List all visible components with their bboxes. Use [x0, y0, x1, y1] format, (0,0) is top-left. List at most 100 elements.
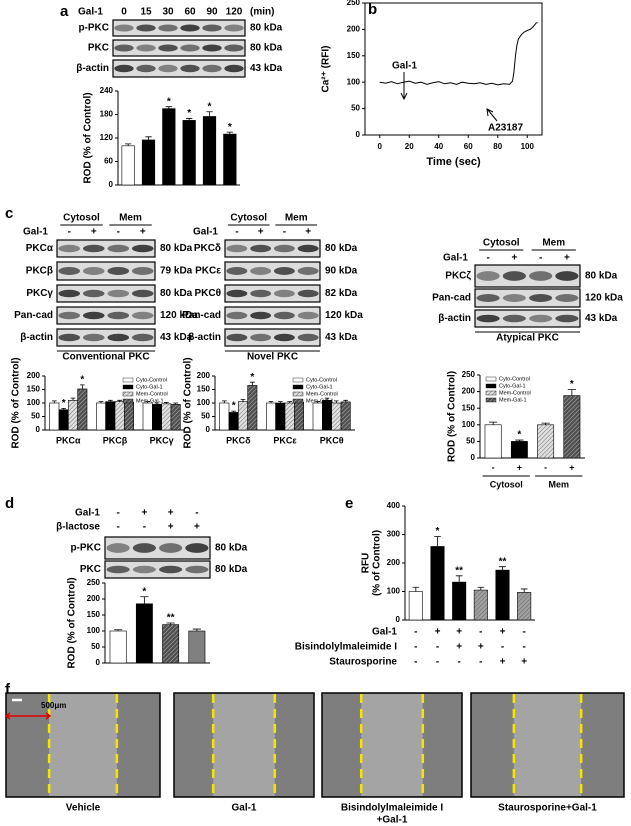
legend-label: Cyto-Gal-1: [306, 384, 333, 390]
wound-gap: [49, 694, 117, 796]
blot-size: 80 kDa: [250, 23, 283, 34]
lane-label: +: [511, 253, 517, 264]
blot-band: [226, 267, 248, 275]
blot-band: [131, 333, 154, 342]
blot-label: p-PKC: [78, 23, 109, 34]
blot-strip: [224, 328, 321, 347]
legend-label: Mem-Control: [136, 391, 168, 397]
error-bar: [80, 384, 85, 389]
treatment-label: Gal-1: [75, 508, 100, 519]
blot-band: [502, 271, 526, 281]
bar: [141, 139, 156, 186]
lane-label: -: [414, 627, 417, 638]
bar: [473, 589, 488, 621]
blot-label: PKCα: [26, 243, 54, 254]
significance-mark: *: [232, 401, 236, 412]
panel-label: c: [5, 205, 13, 222]
scale-arrow: [4, 712, 52, 720]
bar: [49, 402, 60, 431]
blot-band: [202, 44, 222, 52]
bar: [68, 399, 78, 431]
y-tick-label: 50: [201, 412, 210, 421]
bar: [247, 385, 258, 431]
y-tick-label: 100: [347, 77, 361, 86]
blot-band: [107, 244, 130, 253]
x-tick-label: PKCβ: [103, 435, 128, 445]
blot-band: [159, 543, 183, 553]
blot-size: 80 kDa: [215, 564, 248, 575]
bar: [152, 404, 162, 431]
lane-label: 90: [206, 7, 218, 18]
blot-band: [58, 333, 81, 342]
blot-band: [58, 244, 81, 253]
blot-band: [180, 64, 200, 73]
blot-band: [180, 24, 200, 32]
blot-band: [555, 314, 579, 323]
bar: [331, 402, 342, 431]
y-tick-label: 0: [471, 453, 476, 462]
bar: [266, 402, 276, 431]
lane-label: 120: [226, 7, 243, 18]
lane-label: -: [522, 642, 525, 653]
compartment-label: Cytosol: [483, 238, 520, 249]
blot-band: [82, 244, 105, 253]
blot-size: 120 kDa: [325, 310, 363, 321]
lane-label: -: [235, 227, 238, 238]
lane-label: +: [91, 227, 97, 238]
bar: [228, 412, 239, 431]
blot-band: [226, 311, 248, 320]
blot-band: [273, 244, 295, 253]
blot-band: [185, 543, 209, 553]
panel-label: b: [368, 1, 377, 18]
blot-strip: [56, 261, 156, 281]
treatment-label: Bisindolylmaleimide I: [295, 642, 397, 653]
lane-label: +: [500, 627, 506, 638]
wound-gap: [213, 694, 275, 796]
blot-band: [158, 64, 178, 73]
blot-band: [114, 24, 134, 32]
y-tick-label: 120: [100, 133, 114, 142]
image-caption: Staurosporine+Gal-1: [498, 803, 597, 814]
y-tick-label: 100: [197, 398, 211, 407]
significance-mark: *: [208, 101, 212, 112]
blot-band: [82, 333, 105, 342]
blot-label: β-actin: [188, 332, 221, 343]
y-axis-label: RFU: [361, 553, 372, 574]
legend-swatch: [485, 397, 497, 403]
y-tick-label: 150: [27, 385, 41, 394]
significance-mark: **: [499, 556, 507, 567]
lane-label: -: [457, 657, 460, 668]
image-caption: Vehicle: [66, 803, 101, 814]
lane-label: +: [456, 642, 462, 653]
blot-band: [58, 289, 81, 298]
error-bar: [240, 399, 246, 402]
legend-swatch: [292, 391, 304, 397]
bar: [135, 603, 153, 664]
bar: [121, 145, 135, 186]
x-tick-label: PKCα: [56, 435, 81, 445]
lane-label: +: [564, 253, 570, 264]
error-bar: [70, 397, 76, 401]
lane-label: -: [68, 227, 71, 238]
blot-band: [224, 24, 244, 32]
bar: [142, 402, 153, 431]
bar: [124, 401, 134, 431]
blot-band: [250, 311, 272, 320]
lane-label: +: [521, 657, 527, 668]
legend-swatch: [122, 377, 134, 383]
y-tick-label: 250: [462, 370, 476, 379]
blot-band: [502, 294, 526, 302]
blot-band: [529, 314, 553, 323]
blot-band: [180, 44, 200, 52]
y-tick-label: 150: [87, 610, 101, 619]
bar: [537, 424, 555, 459]
blot-strip: [112, 19, 246, 37]
lane-label: +: [194, 522, 200, 533]
lane-label: -: [522, 627, 525, 638]
y-tick-label: 400: [387, 501, 401, 510]
x-tick-label: 0: [378, 142, 383, 151]
y-tick-label: 100: [87, 626, 101, 635]
y-tick-label: 200: [387, 558, 401, 567]
error-bar: [489, 421, 498, 425]
significance-mark: *: [187, 108, 191, 119]
